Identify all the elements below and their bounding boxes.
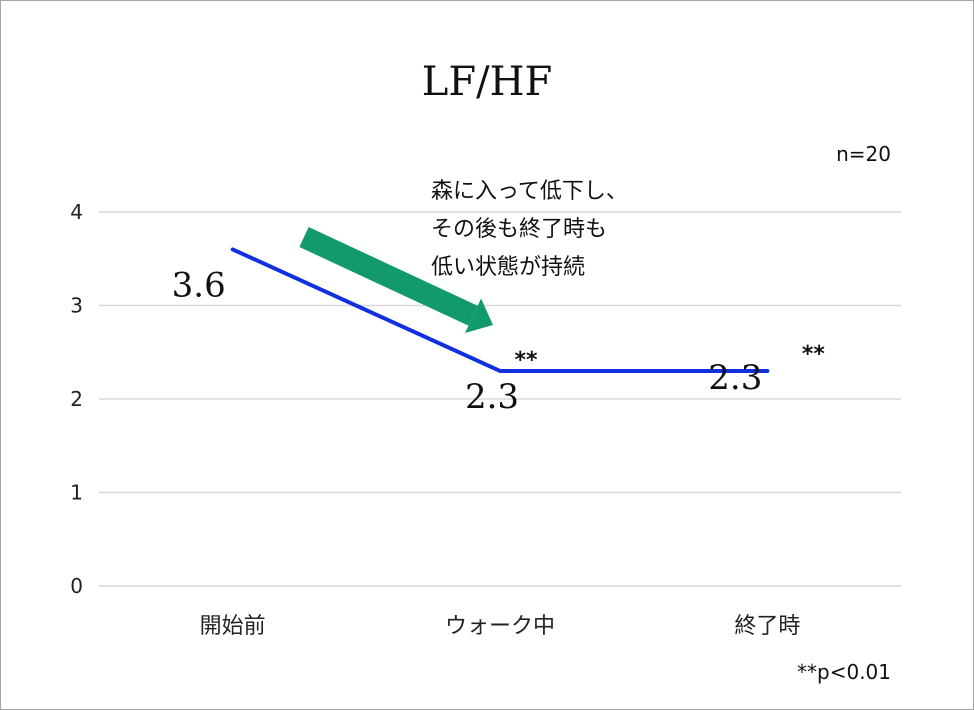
y-tick-label: 0 [70, 574, 83, 598]
sample-size-label: n=20 [836, 142, 891, 166]
y-tick-label: 1 [70, 481, 83, 505]
data-label: 2.3 [708, 358, 762, 398]
annotation-line: 低い状態が持続 [431, 255, 585, 280]
annotation-line: その後も終了時も [431, 217, 607, 242]
trend-arrow-shaft [299, 227, 478, 326]
data-label: 3.6 [172, 265, 226, 305]
data-label: 2.3 [465, 377, 519, 417]
significance-footnote: **p<0.01 [797, 660, 891, 684]
y-tick-label: 2 [70, 387, 83, 411]
x-tick-label: ウォーク中 [445, 614, 555, 639]
y-tick-label: 4 [70, 200, 83, 224]
x-tick-label: 終了時 [734, 614, 800, 639]
chart-title: LF/HF [422, 59, 552, 105]
significance-mark: ** [802, 342, 826, 367]
significance-mark: ** [514, 348, 538, 373]
annotation-line: 森に入って低下し、 [431, 179, 628, 204]
x-tick-label: 開始前 [200, 614, 266, 639]
trend-arrow-head [465, 298, 493, 333]
y-tick-label: 3 [70, 294, 83, 318]
